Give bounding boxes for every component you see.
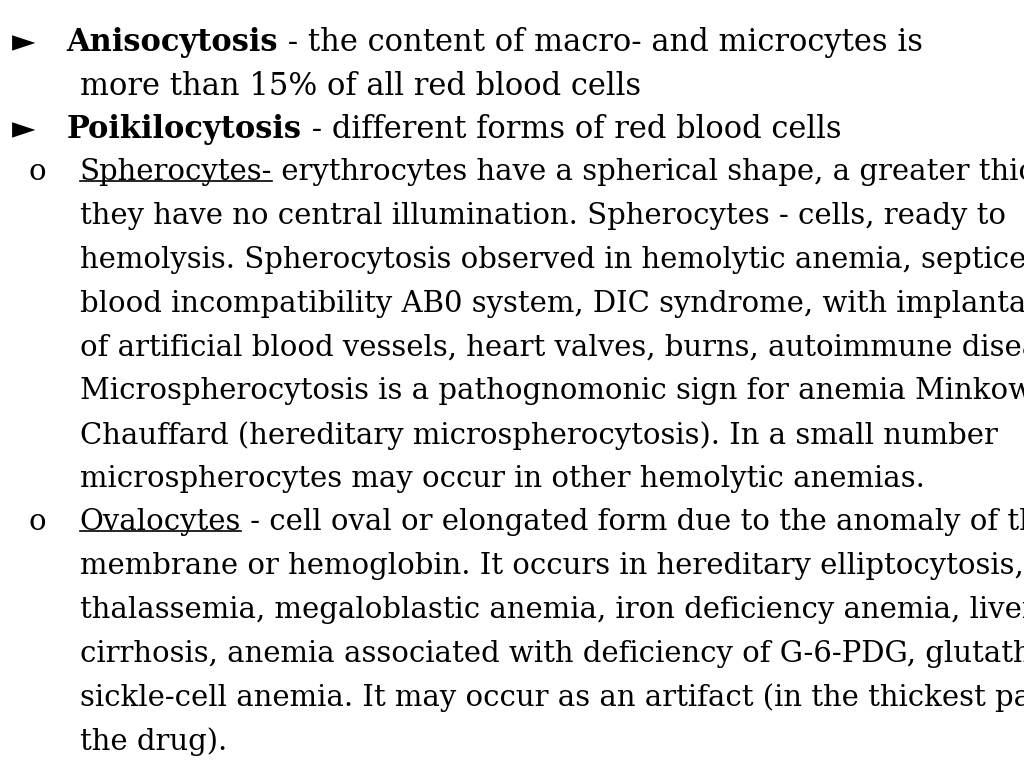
Text: ►: ► bbox=[12, 114, 36, 145]
Text: Ovalocytes: Ovalocytes bbox=[80, 508, 242, 536]
Text: o: o bbox=[29, 158, 46, 186]
Text: blood incompatibility AB0 system, DIC syndrome, with implantation: blood incompatibility AB0 system, DIC sy… bbox=[80, 290, 1024, 317]
Text: erythrocytes have a spherical shape, a greater thickness,: erythrocytes have a spherical shape, a g… bbox=[272, 158, 1024, 186]
Text: of artificial blood vessels, heart valves, burns, autoimmune disease.: of artificial blood vessels, heart valve… bbox=[80, 333, 1024, 361]
Text: more than 15% of all red blood cells: more than 15% of all red blood cells bbox=[80, 71, 641, 101]
Text: the drug).: the drug). bbox=[80, 727, 227, 756]
Text: o: o bbox=[29, 508, 46, 536]
Text: they have no central illumination. Spherocytes - cells, ready to: they have no central illumination. Spher… bbox=[80, 202, 1006, 230]
Text: - the content of macro- and microcytes is: - the content of macro- and microcytes i… bbox=[279, 27, 923, 58]
Text: Poikilocytosis: Poikilocytosis bbox=[67, 114, 301, 145]
Text: - different forms of red blood cells: - different forms of red blood cells bbox=[301, 114, 841, 145]
Text: Spherocytes-: Spherocytes- bbox=[80, 158, 272, 186]
Text: - cell oval or elongated form due to the anomaly of the: - cell oval or elongated form due to the… bbox=[242, 508, 1024, 536]
Text: Microspherocytosis is a pathognomonic sign for anemia Minkowski–: Microspherocytosis is a pathognomonic si… bbox=[80, 377, 1024, 405]
Text: hemolysis. Spherocytosis observed in hemolytic anemia, septicemia,: hemolysis. Spherocytosis observed in hem… bbox=[80, 246, 1024, 273]
Text: Anisocytosis: Anisocytosis bbox=[67, 27, 279, 58]
Text: thalassemia, megaloblastic anemia, iron deficiency anemia, liver: thalassemia, megaloblastic anemia, iron … bbox=[80, 596, 1024, 624]
Text: sickle-cell anemia. It may occur as an artifact (in the thickest part of: sickle-cell anemia. It may occur as an a… bbox=[80, 684, 1024, 712]
Text: Chauffard (hereditary microspherocytosis). In a small number: Chauffard (hereditary microspherocytosis… bbox=[80, 421, 997, 449]
Text: microspherocytes may occur in other hemolytic anemias.: microspherocytes may occur in other hemo… bbox=[80, 465, 925, 492]
Text: membrane or hemoglobin. It occurs in hereditary elliptocytosis,: membrane or hemoglobin. It occurs in her… bbox=[80, 552, 1024, 580]
Text: cirrhosis, anemia associated with deficiency of G-6-PDG, glutathione,: cirrhosis, anemia associated with defici… bbox=[80, 640, 1024, 667]
Text: ►: ► bbox=[12, 27, 36, 58]
